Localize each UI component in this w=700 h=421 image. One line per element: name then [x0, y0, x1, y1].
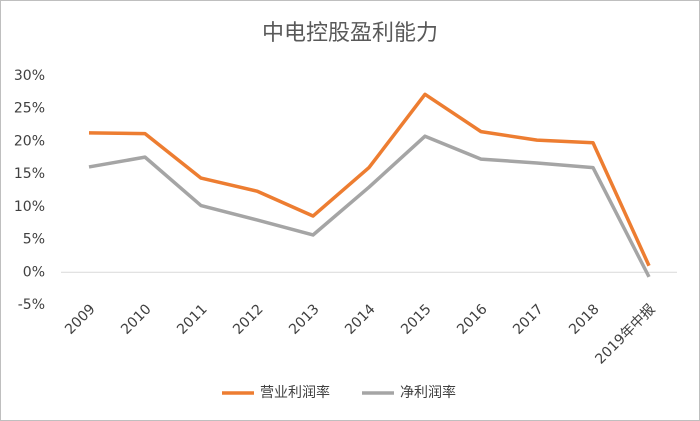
y-tick-label: 20%: [14, 133, 45, 149]
y-tick-label: 15%: [14, 166, 45, 182]
series-line: [88, 134, 651, 278]
y-tick-label: -5%: [18, 297, 45, 313]
y-tick-label: 0%: [23, 264, 45, 280]
y-tick-label: 5%: [23, 232, 45, 248]
legend-label: 净利润率: [400, 384, 456, 401]
legend-label: 营业利润率: [260, 384, 330, 401]
y-tick-label: 10%: [14, 199, 45, 215]
y-tick-label: 30%: [14, 68, 45, 84]
chart-title: 中电控股盈利能力: [262, 21, 438, 46]
series-line: [88, 92, 651, 267]
y-tick-label: 25%: [14, 101, 45, 117]
